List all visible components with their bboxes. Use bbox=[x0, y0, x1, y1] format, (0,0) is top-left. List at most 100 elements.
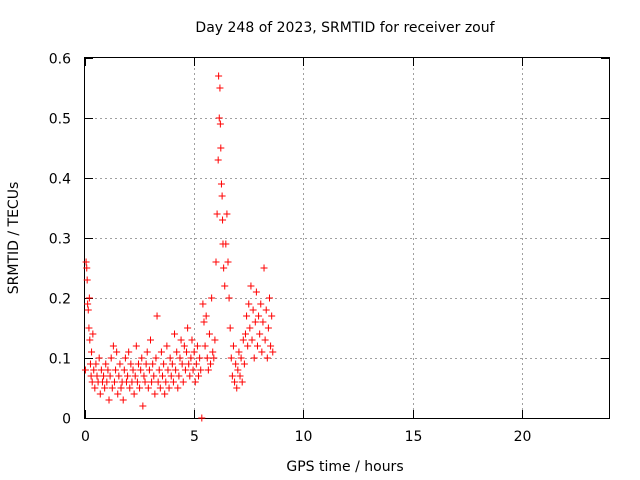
data-point bbox=[178, 360, 186, 368]
tick-labels: 0 5 10 15 20 0 0.1 0.2 0.3 0.4 0.5 0.6 bbox=[49, 52, 532, 446]
data-point bbox=[92, 360, 100, 368]
data-point bbox=[237, 354, 245, 362]
data-point bbox=[133, 378, 141, 386]
data-point bbox=[88, 378, 96, 386]
data-point bbox=[248, 336, 256, 344]
data-point bbox=[219, 216, 227, 224]
data-point bbox=[102, 360, 110, 368]
data-point bbox=[148, 378, 156, 386]
data-point bbox=[234, 366, 242, 374]
data-point bbox=[191, 378, 199, 386]
data-point bbox=[267, 342, 275, 350]
data-point bbox=[113, 348, 121, 356]
data-point bbox=[255, 312, 263, 320]
data-point bbox=[209, 348, 217, 356]
data-point bbox=[192, 360, 200, 368]
data-point bbox=[167, 372, 175, 380]
data-point bbox=[103, 378, 111, 386]
data-point bbox=[187, 354, 195, 362]
data-point bbox=[217, 144, 225, 152]
data-point bbox=[129, 366, 137, 374]
data-point bbox=[132, 342, 140, 350]
data-point bbox=[198, 414, 206, 422]
data-point bbox=[202, 312, 210, 320]
data-point bbox=[241, 330, 249, 338]
data-point bbox=[221, 282, 229, 290]
data-point bbox=[87, 372, 95, 380]
data-point bbox=[222, 240, 230, 248]
data-point bbox=[88, 348, 96, 356]
data-point bbox=[127, 360, 135, 368]
data-point bbox=[193, 342, 201, 350]
data-point bbox=[126, 384, 134, 392]
data-point bbox=[229, 342, 237, 350]
data-point bbox=[257, 300, 265, 308]
data-point bbox=[244, 342, 252, 350]
chart-title: Day 248 of 2023, SRMTID for receiver zou… bbox=[195, 20, 495, 36]
data-point bbox=[210, 354, 218, 362]
data-point bbox=[152, 354, 160, 362]
data-point bbox=[246, 324, 254, 332]
x-tick-label: 10 bbox=[295, 429, 313, 445]
data-point bbox=[105, 396, 113, 404]
data-point bbox=[141, 378, 149, 386]
data-point bbox=[215, 72, 223, 80]
data-point bbox=[226, 324, 234, 332]
data-point bbox=[172, 366, 180, 374]
data-point bbox=[197, 366, 205, 374]
data-point bbox=[153, 312, 161, 320]
data-point bbox=[185, 360, 193, 368]
data-point bbox=[117, 384, 125, 392]
data-point bbox=[93, 372, 101, 380]
data-point bbox=[186, 372, 194, 380]
data-point bbox=[203, 354, 211, 362]
data-point bbox=[81, 366, 89, 374]
y-axis-label: SRMTID / TECUs bbox=[6, 182, 22, 295]
y-tick-label: 0.3 bbox=[49, 232, 71, 248]
data-point bbox=[240, 360, 248, 368]
data-point bbox=[157, 348, 165, 356]
data-point bbox=[179, 378, 187, 386]
x-tick-label: 0 bbox=[81, 429, 90, 445]
data-point bbox=[220, 264, 228, 272]
data-point bbox=[161, 390, 169, 398]
data-point bbox=[145, 366, 153, 374]
data-point bbox=[160, 360, 168, 368]
data-point bbox=[164, 366, 172, 374]
data-point bbox=[175, 372, 183, 380]
data-point bbox=[264, 324, 272, 332]
data-point bbox=[207, 360, 215, 368]
data-point bbox=[183, 348, 191, 356]
data-point bbox=[236, 372, 244, 380]
data-point bbox=[251, 318, 259, 326]
data-point bbox=[101, 384, 109, 392]
data-point bbox=[196, 354, 204, 362]
data-point bbox=[130, 390, 138, 398]
data-point bbox=[235, 348, 243, 356]
data-point bbox=[165, 384, 173, 392]
data-point bbox=[250, 354, 258, 362]
data-point bbox=[136, 384, 144, 392]
data-point bbox=[199, 300, 207, 308]
data-point bbox=[247, 282, 255, 290]
data-point bbox=[89, 330, 97, 338]
data-point bbox=[84, 300, 92, 308]
data-point bbox=[261, 336, 269, 344]
plot-area-frame bbox=[84, 57, 610, 419]
data-point bbox=[150, 372, 158, 380]
data-point bbox=[204, 366, 212, 374]
y-tick-label: 0.2 bbox=[49, 292, 71, 308]
data-point bbox=[224, 258, 232, 266]
x-tick-label: 15 bbox=[405, 429, 423, 445]
data-point bbox=[100, 372, 108, 380]
data-point bbox=[83, 264, 91, 272]
data-point bbox=[180, 342, 188, 350]
data-point bbox=[259, 318, 267, 326]
data-point bbox=[214, 156, 222, 164]
data-point bbox=[139, 402, 147, 410]
data-point bbox=[190, 348, 198, 356]
data-point bbox=[265, 294, 273, 302]
data-point bbox=[233, 384, 241, 392]
